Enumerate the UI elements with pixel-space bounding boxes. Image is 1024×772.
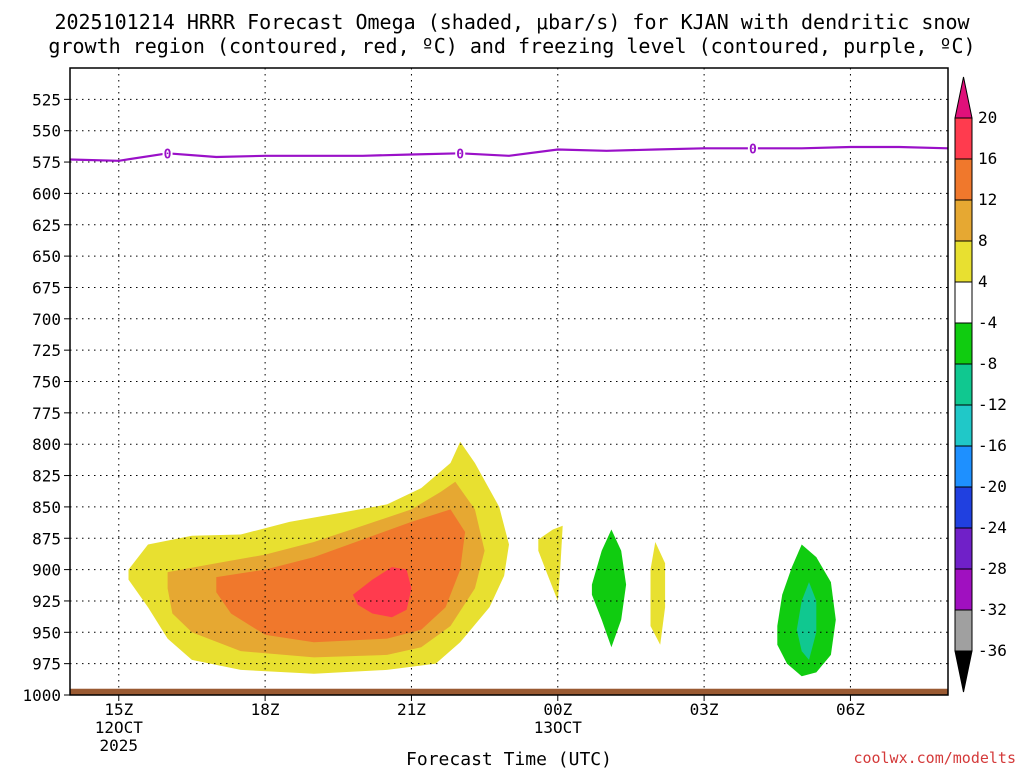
colorbar-top-arrow [954,76,973,119]
colorbar-segment [954,117,973,160]
colorbar-segment [954,199,973,242]
omega-region-6 [650,542,666,645]
colorbar-segment [954,363,973,406]
gridlines [70,68,948,696]
colorbar-segment [954,486,973,529]
credit-text: coolwx.com/modelts [853,749,1016,767]
x-tick-label: 18Z [251,700,280,719]
omega-region-5 [591,529,627,648]
colorbar-segment [954,240,973,283]
x-tick-label: 03Z [690,700,719,719]
y-tick-label: 1000 [22,686,61,705]
freezing-label-bg-2 [747,140,758,157]
colorbar-bottom-arrow [954,650,973,693]
colorbar-segment [954,445,973,488]
freezing-level-label: 0 [456,147,464,162]
omega-region-4 [538,525,563,601]
y-tick-label: 625 [32,216,61,235]
y-axis-ticks: 525 550 575 600 625 650 675 700 725 750 775 800 825 8… [22,90,70,705]
freezing-label-bg-1 [455,145,466,162]
colorbar-tick-label: 4 [978,272,988,291]
colorbar-tick-label: -28 [978,559,1007,578]
freezing-level-label: 0 [749,142,757,157]
freezing-level-label: 0 [164,147,172,162]
y-tick-label: 725 [32,341,61,360]
colorbar-tick-label: -24 [978,518,1007,537]
colorbar-tick-label: -36 [978,641,1007,660]
y-tick-label: 875 [32,529,61,548]
y-tick-label: 925 [32,592,61,611]
terrain-layer [70,688,948,695]
colorbar-segment [954,158,973,201]
y-tick-label: 825 [32,467,61,486]
freezing-level-line [69,145,949,162]
colorbar-segment [954,281,973,324]
colorbar-tick-label: 8 [978,231,988,250]
freezing-label-bg-0 [162,145,173,162]
y-tick-label: 575 [32,153,61,172]
y-tick-label: 700 [32,310,61,329]
omega-region-8 [796,582,817,660]
colorbar-tick-label: 12 [978,190,997,209]
x-tick-label: 15Z [104,700,133,719]
x-tick-label: 06Z [836,700,865,719]
y-tick-label: 600 [32,184,61,203]
colorbar-tick-label: -16 [978,436,1007,455]
x-tick-label: 00Z [543,700,572,719]
y-tick-label: 900 [32,561,61,580]
terrain-band [70,688,948,695]
colorbar-segment [954,527,973,570]
colorbar-tick-label: -32 [978,600,1007,619]
colorbar-tick-label: -12 [978,395,1007,414]
y-tick-label: 950 [32,623,61,642]
y-tick-label: 800 [32,435,61,454]
x-tick-date: 12OCT [95,718,144,737]
y-tick-label: 675 [32,278,61,297]
colorbar-tick-label: -4 [978,313,997,332]
y-tick-label: 525 [32,90,61,109]
colorbar-tick-label: 16 [978,149,997,168]
colorbar-segment [954,404,973,447]
y-tick-label: 850 [32,498,61,517]
x-tick-date: 13OCT [534,718,583,737]
y-tick-label: 775 [32,404,61,423]
omega-region-3 [352,567,412,618]
y-tick-label: 650 [32,247,61,266]
y-tick-label: 550 [32,122,61,141]
y-tick-label: 975 [32,655,61,674]
omega-shaded-regions [128,441,836,677]
colorbar-segment [954,322,973,365]
colorbar-segment [954,568,973,611]
x-axis-label: Forecast Time (UTC) [406,749,612,768]
y-tick-label: 750 [32,373,61,392]
colorbar: 20 16 12 8 4 -4 -8 -12 -16 -20 -24 -28 -32 -36 [954,76,1007,693]
x-tick-label: 21Z [397,700,426,719]
colorbar-tick-label: 20 [978,108,997,127]
colorbar-tick-label: -8 [978,354,997,373]
freezing-level-contour: 0 0 0 [69,140,949,162]
colorbar-segment [954,609,973,652]
chart-title-line2: growth region (contoured, red, ºC) and f… [48,34,975,58]
x-tick-year: 2025 [100,736,139,755]
colorbar-tick-label: -20 [978,477,1007,496]
chart-title-line1: 2025101214 HRRR Forecast Omega (shaded, … [54,10,970,34]
